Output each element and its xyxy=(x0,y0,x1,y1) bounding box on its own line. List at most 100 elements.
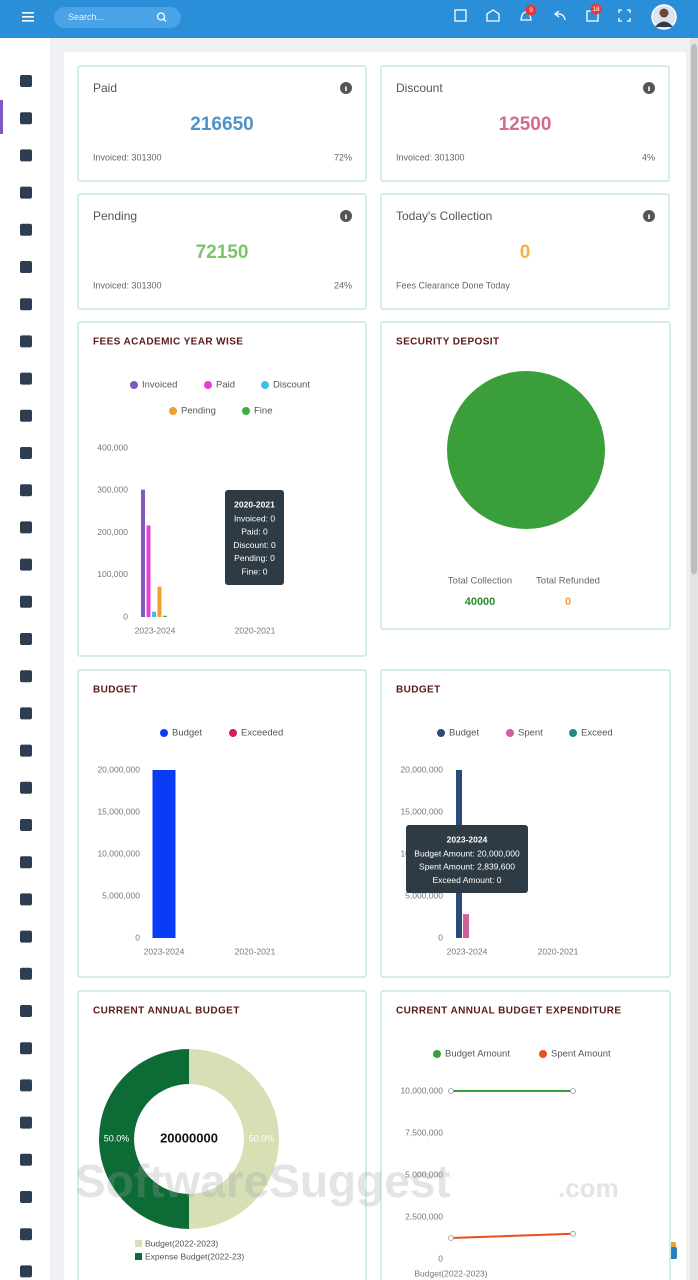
legend-label: Exceeded xyxy=(241,728,283,739)
x-tick-label: 2023-2024 xyxy=(447,946,488,956)
info-icon-bar xyxy=(648,86,650,91)
legend-dot xyxy=(569,729,577,737)
sidebar-icon[interactable] xyxy=(20,930,32,943)
stat-left: Fees Clearance Done Today xyxy=(396,280,510,290)
sidebar-icon[interactable] xyxy=(20,633,32,645)
info-icon-bar xyxy=(648,214,650,219)
y-tick-label: 0 xyxy=(438,1253,443,1263)
legend-dot xyxy=(229,729,237,737)
tooltip-line: Exceed Amount: 0 xyxy=(433,875,502,885)
stat-title: Pending xyxy=(93,209,137,223)
legend-label: Invoiced xyxy=(142,380,177,391)
sidebar-icon[interactable] xyxy=(20,521,32,534)
slice-label: 50.0% xyxy=(249,1133,275,1143)
sidebar-icon[interactable] xyxy=(20,781,32,794)
sidebar-icon[interactable] xyxy=(20,819,32,831)
sidebar-icon[interactable] xyxy=(20,484,32,497)
sidebar-icon[interactable] xyxy=(20,1005,32,1017)
legend-dot xyxy=(204,381,212,389)
card xyxy=(77,65,367,182)
legend-dot xyxy=(261,381,269,389)
calendar-icon[interactable] xyxy=(454,9,467,22)
legend-label: Spent xyxy=(518,728,543,739)
x-tick-label: 2023-2024 xyxy=(135,625,176,635)
stat-title: Today's Collection xyxy=(396,209,492,223)
legend-dot xyxy=(242,407,250,415)
sidebar-icon[interactable] xyxy=(20,298,32,311)
menu-button[interactable] xyxy=(22,12,34,22)
info-icon-bar xyxy=(345,214,347,219)
card xyxy=(77,193,367,310)
chart-title: SECURITY DEPOSIT xyxy=(396,337,499,348)
sidebar-icon[interactable] xyxy=(20,558,32,571)
badge-count: 9 xyxy=(529,7,533,14)
legend-label: Fine xyxy=(254,406,272,417)
sidebar-icon[interactable] xyxy=(20,707,32,720)
sidebar-icon[interactable] xyxy=(20,223,32,236)
line-point xyxy=(570,1088,576,1094)
x-tick-label: 2020-2021 xyxy=(538,946,579,956)
sidebar-icon[interactable] xyxy=(20,1116,32,1129)
x-tick-label: 2023-2024 xyxy=(144,946,185,956)
mail-icon[interactable] xyxy=(486,9,500,22)
stat-value: 12500 xyxy=(499,114,552,135)
sidebar-icon[interactable] xyxy=(20,1265,32,1278)
sidebar-icon[interactable] xyxy=(20,744,32,757)
sidebar-icon[interactable] xyxy=(20,1042,32,1055)
scroll-thumb[interactable] xyxy=(691,44,697,574)
legend-dot xyxy=(130,381,138,389)
stat-left: Invoiced: 301300 xyxy=(93,152,162,162)
watermark: SoftwareSuggest xyxy=(75,1155,451,1207)
line xyxy=(450,1232,574,1239)
tooltip xyxy=(225,490,284,585)
sidebar-icon[interactable] xyxy=(20,409,32,422)
sidebar-icon[interactable] xyxy=(20,967,32,980)
sidebar-icon[interactable] xyxy=(20,1153,32,1166)
line-point xyxy=(448,1235,454,1241)
sidebar-icon[interactable] xyxy=(20,856,32,869)
reply-icon[interactable] xyxy=(553,10,566,21)
legend-label: Budget xyxy=(449,728,479,739)
chart-title: CURRENT ANNUAL BUDGET EXPENDITURE xyxy=(396,1006,621,1017)
sidebar-icon[interactable] xyxy=(20,335,32,348)
search-box[interactable] xyxy=(54,7,181,28)
sidebar-icon[interactable] xyxy=(20,1079,32,1092)
chart-title: FEES ACADEMIC YEAR WISE xyxy=(93,337,243,348)
notification-badge xyxy=(590,3,602,15)
stat-left: Invoiced: 301300 xyxy=(93,280,162,290)
stat-right: 4% xyxy=(642,152,655,162)
sidebar-icon[interactable] xyxy=(20,1228,32,1241)
legend-label: Budget(2022-2023) xyxy=(145,1238,218,1248)
y-tick-label: 300,000 xyxy=(97,485,128,495)
y-tick-label: 0 xyxy=(135,932,140,942)
sidebar-icon[interactable] xyxy=(20,75,32,87)
x-tick-label: 2020-2021 xyxy=(235,946,276,956)
sidebar-icon[interactable] xyxy=(20,149,32,162)
sidebar-icon[interactable] xyxy=(20,670,32,683)
sidebar-icon[interactable] xyxy=(20,595,32,608)
pie-slice xyxy=(99,1049,189,1229)
sidebar xyxy=(0,38,50,1280)
chart-title: BUDGET xyxy=(93,685,138,696)
bar xyxy=(157,586,162,617)
search-icon[interactable] xyxy=(156,12,167,22)
sidebar-icon[interactable] xyxy=(20,893,32,906)
legend-label: Paid xyxy=(216,380,235,391)
tooltip xyxy=(406,825,528,893)
sidebar-active xyxy=(0,100,3,134)
sidebar-icon[interactable] xyxy=(20,261,32,273)
bar xyxy=(463,914,469,938)
card xyxy=(77,669,367,978)
sidebar-icon[interactable] xyxy=(20,186,32,199)
notification-badge xyxy=(525,4,537,16)
sidebar-icon[interactable] xyxy=(20,447,32,459)
chart-title: BUDGET xyxy=(396,685,441,696)
sidebar-icon[interactable] xyxy=(20,1191,32,1203)
sidebar-icon[interactable] xyxy=(20,372,32,385)
sidebar-icon[interactable] xyxy=(20,112,32,125)
x-tick-label: Budget(2022-2023) xyxy=(414,1268,487,1278)
legend-label: Discount xyxy=(273,380,310,391)
pie-slice xyxy=(447,371,605,529)
y-tick-label: 7,500,000 xyxy=(405,1127,443,1137)
fullscreen-icon[interactable] xyxy=(618,9,631,22)
